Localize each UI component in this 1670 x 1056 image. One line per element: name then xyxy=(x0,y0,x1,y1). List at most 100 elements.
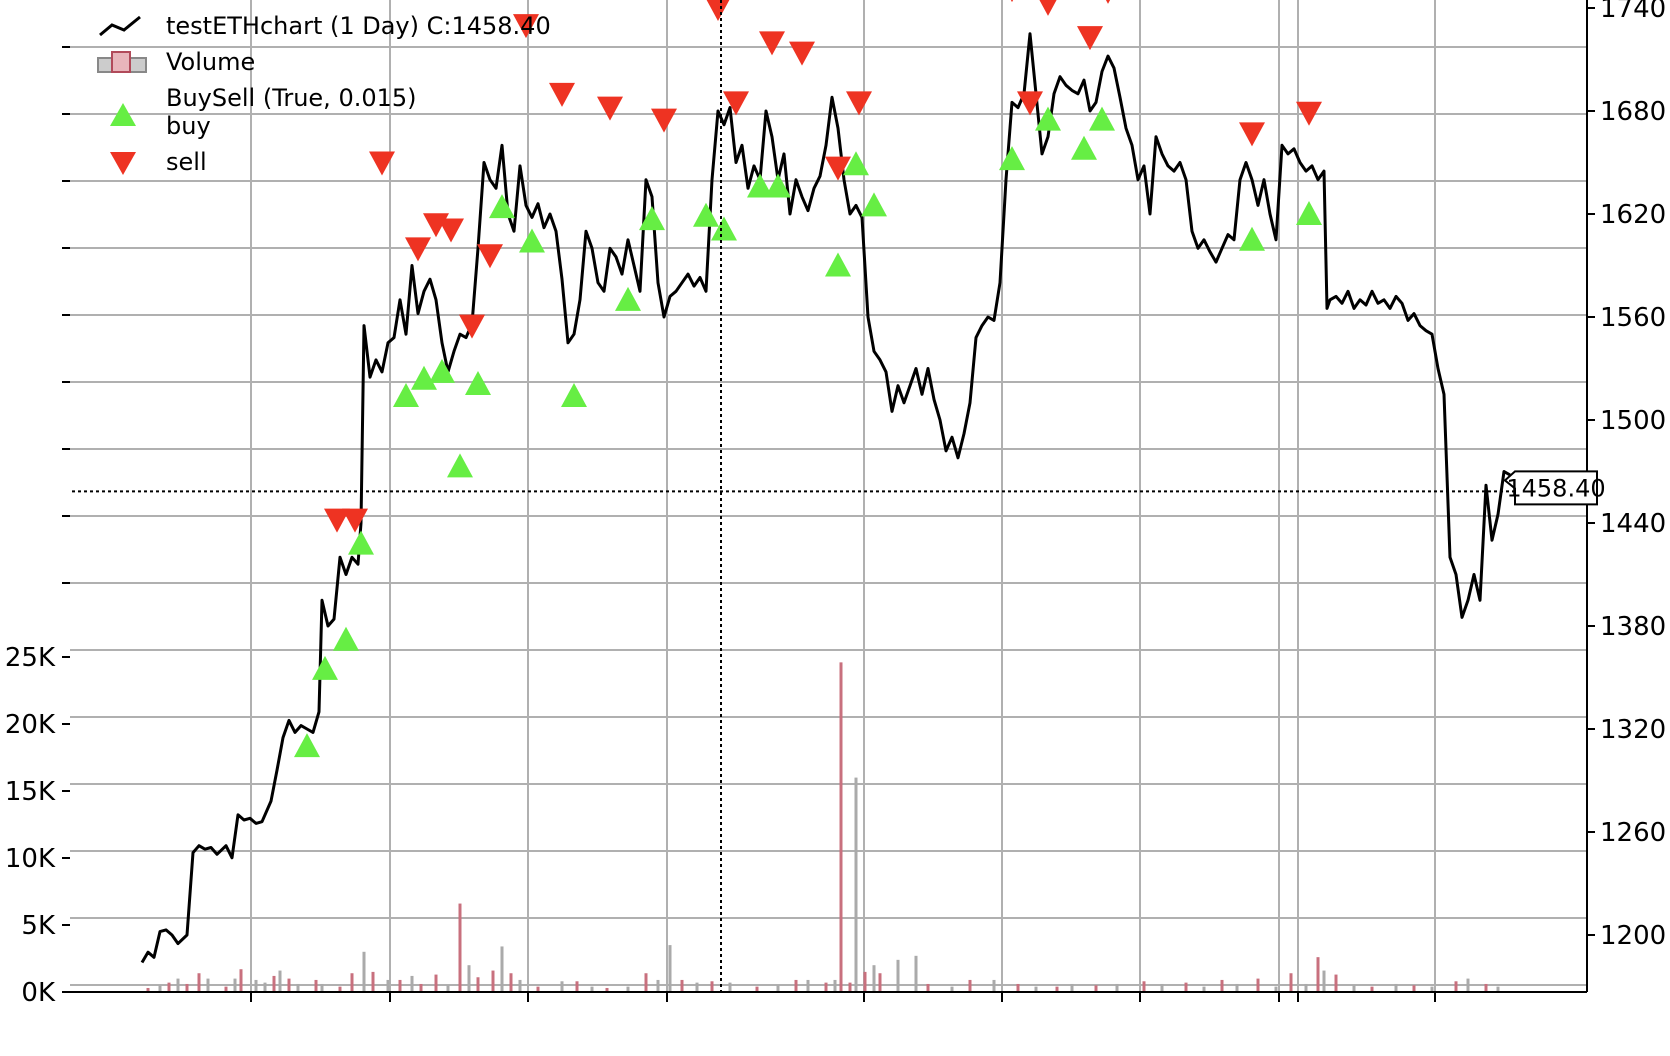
volume-bar xyxy=(272,975,276,992)
volume-bar xyxy=(839,662,843,992)
volume-bar xyxy=(1289,973,1293,992)
buy-marker xyxy=(489,194,515,219)
buy-marker xyxy=(615,286,641,311)
volume-bar xyxy=(728,982,732,992)
legend-label-volume: Volume xyxy=(166,48,255,76)
volume-bar xyxy=(590,986,594,992)
sell-marker xyxy=(342,508,368,533)
sell-marker xyxy=(1296,101,1322,126)
price-tick-label: 1440 xyxy=(1600,509,1666,539)
buy-marker xyxy=(294,733,320,758)
volume-bar xyxy=(1412,985,1416,992)
volume-bar xyxy=(287,978,291,992)
sell-marker xyxy=(1039,0,1057,16)
sell-marker xyxy=(825,156,851,181)
close-series xyxy=(140,32,1511,964)
legend-label-buysell: BuySell (True, 0.015) xyxy=(166,84,417,112)
buy-marker xyxy=(393,382,419,407)
buy-marker xyxy=(861,192,887,217)
volume-bar xyxy=(167,982,171,992)
sell-marker xyxy=(324,508,350,533)
last-close-label-box xyxy=(1503,470,1598,506)
crosshair xyxy=(72,0,1585,992)
volume-bar xyxy=(992,979,996,992)
volume-bar xyxy=(176,978,180,992)
buy-marker xyxy=(465,370,491,395)
buy-marker xyxy=(693,202,719,227)
legend-line-icon xyxy=(99,15,141,37)
volume-bar xyxy=(386,979,390,992)
volume-bar xyxy=(1070,983,1074,992)
price-tick-label: 1260 xyxy=(1600,818,1666,848)
sell-marker xyxy=(477,244,503,269)
volume-bar xyxy=(434,974,438,992)
sell-marker xyxy=(789,41,815,66)
volume-bars xyxy=(146,662,1500,992)
volume-bar xyxy=(605,987,609,992)
volume-bar xyxy=(518,979,522,992)
volume-bar xyxy=(626,986,630,992)
volume-bar xyxy=(848,982,852,992)
buy-marker xyxy=(1089,106,1115,131)
volume-bar xyxy=(950,986,954,992)
sell-marker xyxy=(846,91,872,116)
volume-bar xyxy=(914,955,918,992)
volume-bar xyxy=(668,945,672,992)
volume-bar xyxy=(968,979,972,992)
legend-buy-icon xyxy=(110,103,136,126)
volume-bar xyxy=(1430,986,1434,992)
sell-marker xyxy=(1239,122,1265,147)
volume-bar xyxy=(314,979,318,992)
volume-bar xyxy=(371,971,375,992)
legend-sell-icon xyxy=(110,152,136,175)
buy-marker xyxy=(429,358,455,383)
volume-bar xyxy=(1334,974,1338,992)
buy-marker xyxy=(447,453,473,478)
volume-bar xyxy=(254,979,258,992)
volume-tick-label: 20K xyxy=(5,710,56,740)
volume-bar xyxy=(1322,970,1326,992)
buy-marker xyxy=(411,365,437,390)
legend-label-close: testETHchart (1 Day) C:1458.40 xyxy=(166,12,551,40)
volume-bar xyxy=(509,973,513,992)
volume-bar xyxy=(185,983,189,992)
legend: testETHchart (1 Day) C:1458.40 Volume Bu… xyxy=(97,12,551,176)
volume-bar xyxy=(824,982,828,992)
volume-bar xyxy=(338,986,342,992)
volume-bar xyxy=(1304,983,1308,992)
buy-marker xyxy=(999,146,1025,171)
last-close-label-text: 1458.40 xyxy=(1506,474,1605,502)
volume-bar xyxy=(398,979,402,992)
volume-bar xyxy=(350,973,354,992)
buy-marker xyxy=(843,151,869,176)
buy-marker xyxy=(312,655,338,680)
volume-bar xyxy=(1466,978,1470,992)
price-axis-ticks: 1200 1260 1320 1380 1440 1500 1560 1620 1680 1740 xyxy=(1587,0,1666,951)
price-tick-label: 1500 xyxy=(1600,406,1666,436)
volume-bar xyxy=(1184,982,1188,992)
volume-bar xyxy=(1316,957,1320,992)
volume-bar xyxy=(536,986,540,992)
volume-bar xyxy=(500,946,504,992)
close-price-line xyxy=(140,32,1511,964)
price-tick-label: 1620 xyxy=(1600,200,1666,230)
buy-marker xyxy=(519,228,545,253)
volume-bar xyxy=(710,981,714,992)
sell-marker xyxy=(369,151,395,176)
volume-bar xyxy=(854,777,858,992)
sell-marker xyxy=(1105,0,1111,4)
sell-marker xyxy=(438,218,464,243)
volume-bar xyxy=(872,965,876,992)
volume-bar xyxy=(776,985,780,992)
volume-bar xyxy=(926,983,930,992)
volume-bar xyxy=(1202,986,1206,992)
sell-marker xyxy=(405,237,431,262)
volume-bar xyxy=(1484,983,1488,992)
sell-marker xyxy=(759,31,785,56)
volume-bar xyxy=(806,979,810,992)
grid-lines xyxy=(70,0,1587,992)
volume-bar xyxy=(833,979,837,992)
buy-marker xyxy=(747,173,773,198)
